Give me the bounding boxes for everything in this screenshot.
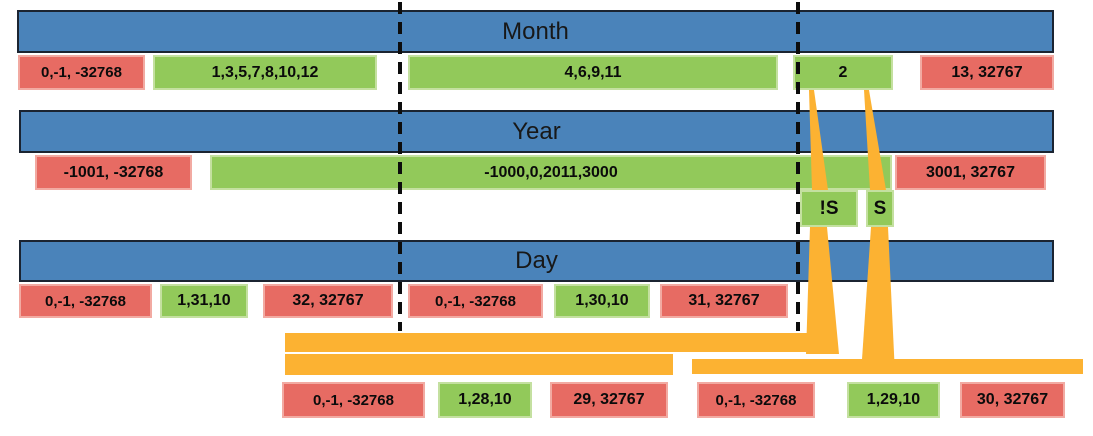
feb28-band-lower — [285, 354, 673, 375]
year-invalid-low-box: -1001, -32768 — [35, 155, 192, 190]
month-invalid-low-box: 0,-1, -32768 — [18, 55, 145, 90]
month-february-box: 2 — [793, 55, 893, 90]
feb29-invalid-high-box: 30, 32767 — [960, 382, 1065, 418]
feb29-band — [692, 359, 1083, 374]
day30-invalid-high-box: 31, 32767 — [660, 284, 788, 318]
year-bar-title: Year — [512, 117, 561, 145]
feb28-invalid-low-box: 0,-1, -32768 — [282, 382, 425, 418]
month-31day-box: 1,3,5,7,8,10,12 — [153, 55, 377, 90]
not-leap-year-box: !S — [800, 190, 858, 227]
day30-invalid-low-box: 0,-1, -32768 — [408, 284, 543, 318]
day31-invalid-low-box: 0,-1, -32768 — [19, 284, 152, 318]
month-invalid-high-box: 13, 32767 — [920, 55, 1054, 90]
leap-year-box: S — [866, 190, 894, 227]
year-invalid-high-box: 3001, 32767 — [895, 155, 1046, 190]
feb-to-leap-needle — [864, 90, 886, 190]
feb28-invalid-high-box: 29, 32767 — [550, 382, 668, 418]
notleap-column — [806, 227, 839, 354]
day30-valid-box: 1,30,10 — [554, 284, 650, 318]
feb29-invalid-low-box: 0,-1, -32768 — [697, 382, 815, 418]
year-valid-box: -1000,0,2011,3000 — [210, 155, 892, 190]
month-30day-box: 4,6,9,11 — [408, 55, 778, 90]
month-bar: Month — [17, 10, 1054, 53]
feb-to-notleap-needle — [809, 90, 828, 190]
feb29-valid-box: 1,29,10 — [847, 382, 940, 418]
feb28-valid-box: 1,28,10 — [438, 382, 532, 418]
leap-column — [861, 227, 895, 374]
day31-valid-box: 1,31,10 — [160, 284, 248, 318]
year-bar: Year — [19, 110, 1054, 153]
day-bar-title: Day — [515, 247, 558, 274]
month-bar-title: Month — [502, 17, 569, 45]
day31-invalid-high-box: 32, 32767 — [263, 284, 393, 318]
feb28-band-upper — [285, 333, 836, 352]
